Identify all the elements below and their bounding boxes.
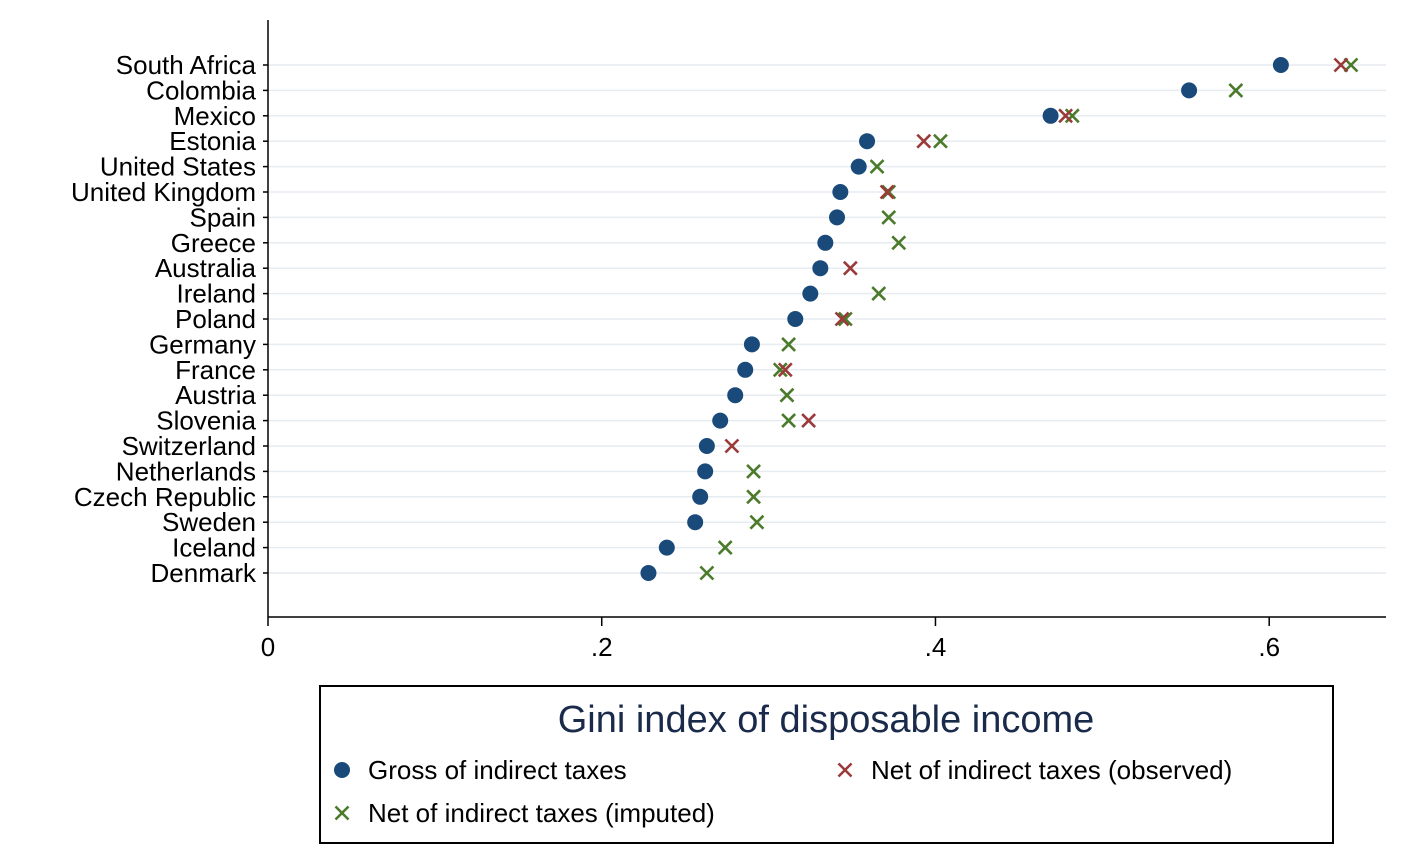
y-tick-label: United States bbox=[100, 152, 256, 182]
point-gross bbox=[712, 412, 729, 429]
point-net-imputed bbox=[1064, 108, 1080, 124]
y-tick-label: South Africa bbox=[116, 50, 257, 80]
point-net-imputed bbox=[869, 159, 885, 175]
y-tick-label: Australia bbox=[155, 253, 257, 283]
point-gross bbox=[832, 184, 849, 200]
y-tick-label: Spain bbox=[190, 202, 257, 232]
y-tick-label: Slovenia bbox=[156, 406, 256, 436]
legend-label: Net of indirect taxes (observed) bbox=[871, 755, 1232, 785]
point-net-imputed bbox=[781, 336, 797, 352]
point-gross bbox=[817, 234, 834, 251]
y-tick-label: Netherlands bbox=[116, 456, 256, 486]
y-tick-label: Austria bbox=[175, 380, 256, 410]
y-tick-label: Colombia bbox=[146, 75, 256, 105]
point-net-imputed bbox=[781, 413, 797, 429]
point-gross bbox=[812, 260, 829, 277]
point-gross bbox=[859, 133, 876, 150]
point-net-imputed bbox=[891, 235, 907, 251]
legend-marker bbox=[837, 762, 853, 778]
legend-marker bbox=[334, 805, 350, 821]
y-tick-label: Estonia bbox=[169, 126, 256, 156]
point-net-observed bbox=[1333, 57, 1349, 73]
point-net-imputed bbox=[699, 565, 715, 581]
point-gross bbox=[802, 285, 819, 302]
point-net-imputed bbox=[746, 463, 761, 479]
point-net-observed bbox=[801, 413, 817, 429]
point-net-imputed bbox=[871, 286, 887, 302]
point-gross bbox=[1042, 107, 1059, 124]
y-tick-label: Iceland bbox=[172, 533, 256, 563]
point-net-observed bbox=[777, 362, 793, 378]
x-tick-label: .2 bbox=[591, 632, 613, 662]
x-tick-label: .6 bbox=[1258, 632, 1280, 662]
gridlines bbox=[268, 64, 1386, 574]
point-net-imputed bbox=[881, 209, 897, 225]
y-tick-label: Denmark bbox=[151, 558, 257, 588]
x-axis-ticks: 0 .2 .4 .6 bbox=[261, 617, 1280, 662]
x-tick-label: 0 bbox=[261, 632, 275, 662]
point-gross bbox=[743, 336, 760, 353]
point-net-imputed bbox=[717, 540, 733, 556]
legend: Gini index of disposable income Gross of… bbox=[319, 685, 1334, 844]
legend-label: Gross of indirect taxes bbox=[368, 755, 627, 785]
data-marks bbox=[640, 57, 1359, 581]
point-gross bbox=[787, 311, 804, 327]
y-tick-label: Sweden bbox=[162, 507, 256, 537]
point-net-observed bbox=[916, 133, 932, 149]
y-tick-label: Germany bbox=[149, 329, 256, 359]
y-tick-label: Switzerland bbox=[122, 431, 256, 461]
point-net-observed bbox=[834, 311, 850, 327]
point-gross bbox=[640, 565, 657, 581]
point-net-imputed bbox=[837, 311, 853, 327]
y-tick-label: Mexico bbox=[174, 101, 256, 131]
legend-items: Gross of indirect taxes Net of indirect t… bbox=[334, 755, 1232, 828]
point-gross bbox=[1272, 57, 1289, 73]
y-tick-label: Czech Republic bbox=[74, 482, 256, 512]
point-gross bbox=[737, 361, 754, 378]
legend-label: Net of indirect taxes (imputed) bbox=[368, 798, 715, 828]
point-gross bbox=[829, 209, 846, 226]
y-tick-label: United Kingdom bbox=[71, 177, 256, 207]
point-net-imputed bbox=[746, 489, 761, 505]
point-net-imputed bbox=[1228, 82, 1244, 98]
point-gross bbox=[850, 158, 867, 175]
point-net-imputed bbox=[749, 514, 765, 530]
point-net-imputed bbox=[933, 133, 948, 149]
point-net-observed bbox=[724, 438, 740, 454]
point-gross bbox=[697, 463, 714, 480]
point-gross bbox=[687, 514, 704, 531]
y-tick-label: Greece bbox=[171, 228, 256, 258]
legend-marker bbox=[334, 762, 350, 778]
y-tick-label: Poland bbox=[175, 304, 256, 334]
point-net-imputed bbox=[772, 362, 788, 378]
y-tick-label: France bbox=[175, 355, 256, 385]
point-net-observed bbox=[1058, 108, 1074, 124]
point-gross bbox=[692, 488, 709, 505]
point-net-observed bbox=[842, 260, 858, 276]
x-tick-label: .4 bbox=[925, 632, 947, 662]
legend-box bbox=[319, 685, 1334, 844]
point-gross bbox=[1181, 82, 1198, 99]
point-gross bbox=[727, 387, 744, 404]
y-tick-label: Ireland bbox=[177, 279, 257, 309]
point-gross bbox=[698, 438, 715, 454]
legend-title: Gini index of disposable income bbox=[558, 699, 1095, 741]
point-net-observed bbox=[879, 184, 895, 200]
point-net-imputed bbox=[779, 387, 795, 403]
point-gross bbox=[658, 539, 675, 556]
y-axis-labels: South AfricaColombiaMexicoEstoniaUnited … bbox=[71, 50, 268, 588]
